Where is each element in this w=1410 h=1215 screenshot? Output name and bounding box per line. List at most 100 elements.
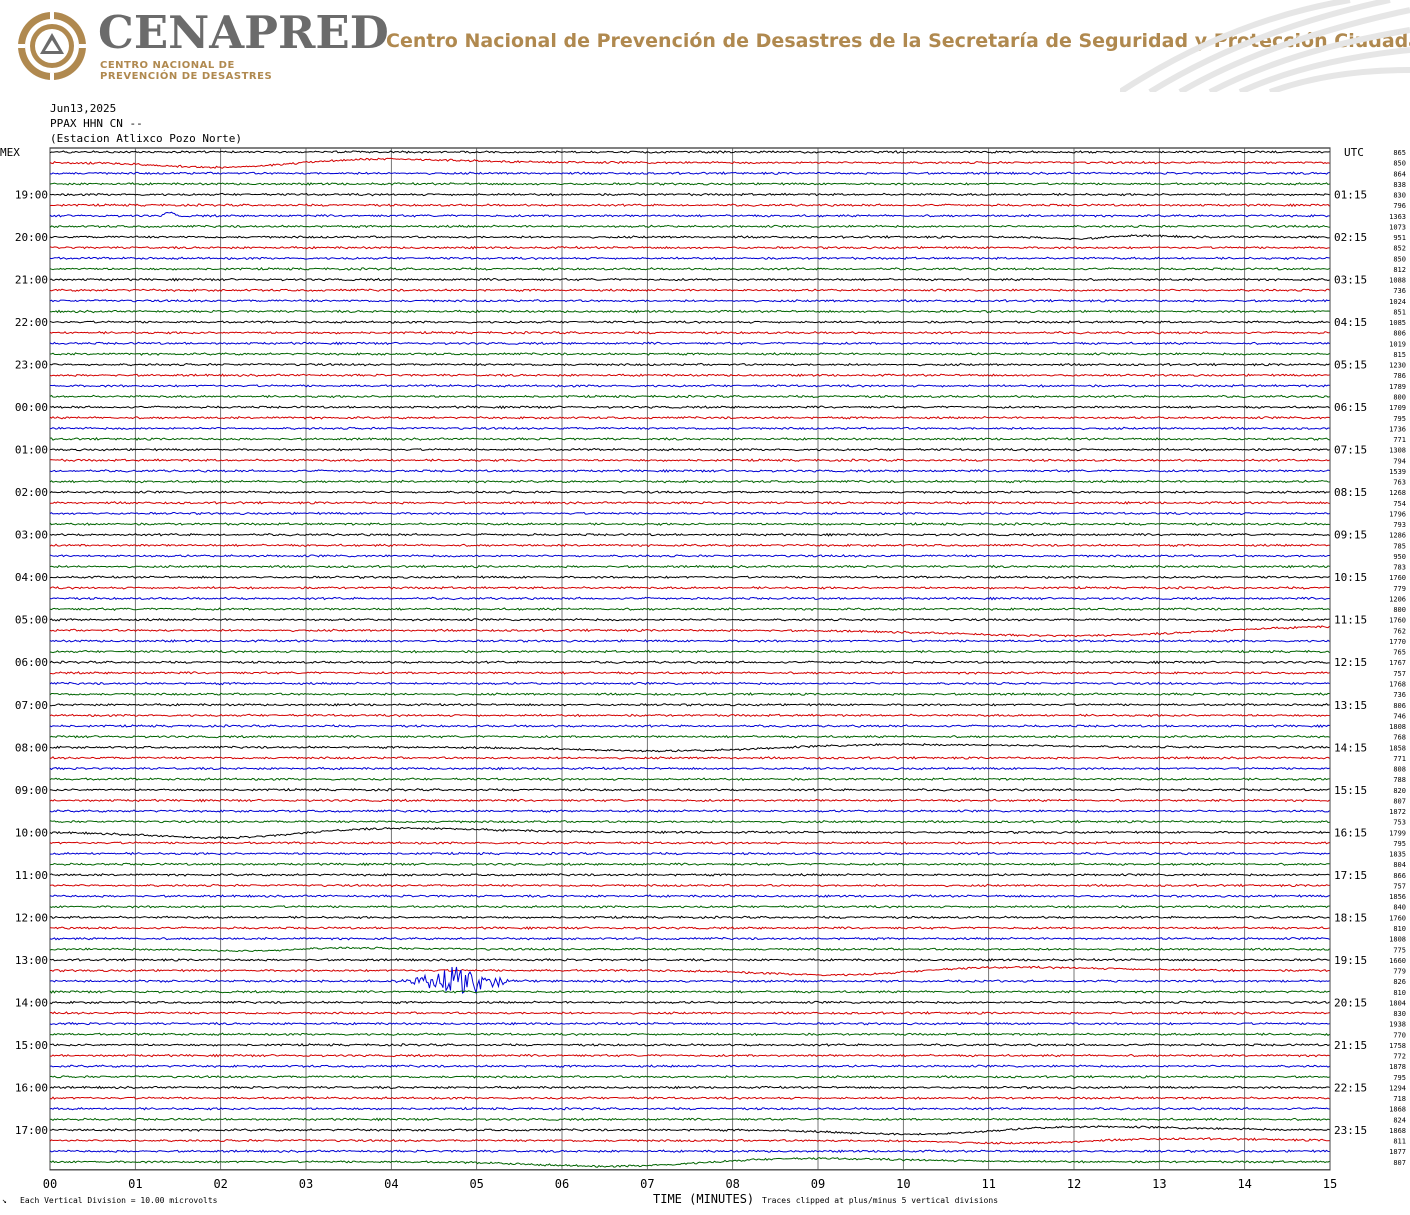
- trace-value-label: 800: [1393, 606, 1406, 614]
- trace-line: [49, 1000, 1330, 1005]
- trace-value-label: 795: [1393, 415, 1406, 423]
- right-hour-label: 18:15: [1334, 911, 1367, 924]
- trace-line: [49, 277, 1330, 282]
- decorative-pattern-icon: [1120, 0, 1410, 92]
- trace-line: [49, 211, 1330, 218]
- trace-line: [49, 256, 1330, 261]
- trace-line: [49, 671, 1330, 675]
- trace-line: [49, 1096, 1330, 1100]
- right-hour-label: 15:15: [1334, 784, 1367, 797]
- left-hour-label: 14:00: [15, 996, 48, 1009]
- left-hour-label: 23:00: [15, 359, 48, 372]
- right-hour-label: 20:15: [1334, 996, 1367, 1009]
- trace-value-label: 808: [1393, 766, 1406, 774]
- trace-line: [49, 660, 1330, 665]
- trace-line: [49, 458, 1330, 463]
- trace-value-label: 807: [1393, 797, 1406, 805]
- trace-value-label: 1736: [1389, 425, 1406, 433]
- trace-value-label: 1073: [1389, 223, 1406, 231]
- trace-value-label: 951: [1393, 234, 1406, 242]
- trace-line: [49, 1137, 1330, 1145]
- right-hour-label: 03:15: [1334, 274, 1367, 287]
- trace-value-label: 788: [1393, 776, 1406, 784]
- trace-line: [49, 957, 1330, 962]
- x-tick-label: 12: [1067, 1177, 1081, 1191]
- chart-grid: [49, 147, 1331, 1171]
- trace-value-label: 850: [1393, 160, 1406, 168]
- left-hour-label: 21:00: [15, 274, 48, 287]
- trace-line: [49, 309, 1330, 314]
- trace-line: [49, 625, 1330, 638]
- left-hour-label: 13:00: [15, 954, 48, 967]
- trace-value-label: 1767: [1389, 659, 1406, 667]
- trace-line: [49, 819, 1330, 824]
- trace-value-label: 1808: [1389, 936, 1406, 944]
- trace-line: [49, 405, 1330, 410]
- trace-value-label: 1808: [1389, 723, 1406, 731]
- trace-line: [49, 500, 1330, 505]
- trace-value-label: 1878: [1389, 1063, 1406, 1071]
- right-hour-label: 02:15: [1334, 231, 1367, 244]
- trace-value-label: 864: [1393, 170, 1406, 178]
- trace-line: [49, 564, 1330, 569]
- clip-note: Traces clipped at plus/minus 5 vertical …: [762, 1196, 999, 1205]
- trace-line: [49, 511, 1330, 516]
- trace-line: [49, 990, 1330, 994]
- trace-value-label: 800: [1393, 393, 1406, 401]
- trace-value-label: 775: [1393, 946, 1406, 954]
- left-hour-label: 05:00: [15, 614, 48, 627]
- helicorder-chart: 00 01 02 03 04 05 06 07 08 09 10 11 12 13 14 15 MEX UTC 19…: [0, 146, 1406, 1191]
- trace-value-label: 753: [1393, 819, 1406, 827]
- trace-value-label: 772: [1393, 1053, 1406, 1061]
- trace-value-label: 1770: [1389, 638, 1406, 646]
- trace-value-label: 865: [1393, 149, 1406, 157]
- right-hour-label: 14:15: [1334, 741, 1367, 754]
- trace-line: [49, 734, 1330, 739]
- trace-line: [49, 787, 1330, 792]
- trace-value-label: 1868: [1389, 1127, 1406, 1135]
- right-hour-label: 06:15: [1334, 401, 1367, 414]
- x-tick-label: 13: [1152, 1177, 1166, 1191]
- record-date: Jun13,2025: [50, 102, 117, 115]
- right-hour-label: 16:15: [1334, 826, 1367, 839]
- trace-value-label: 1835: [1389, 851, 1406, 859]
- trace-value-label: 810: [1393, 989, 1406, 997]
- trace-value-label: 1938: [1389, 1021, 1406, 1029]
- left-hour-label: 12:00: [15, 911, 48, 924]
- trace-value-label: 1856: [1389, 893, 1406, 901]
- trace-line: [49, 926, 1330, 931]
- trace-line: [49, 894, 1330, 899]
- trace-line: [49, 575, 1330, 579]
- trace-line: [49, 826, 1330, 840]
- page-header: CENAPRED CENTRO NACIONAL DE PREVENCIÓN D…: [0, 0, 1410, 92]
- left-hour-label: 11:00: [15, 869, 48, 882]
- trace-line: [49, 288, 1330, 292]
- left-hour-label: 19:00: [15, 189, 48, 202]
- right-hour-label: 19:15: [1334, 954, 1367, 967]
- trace-value-label: 1363: [1389, 213, 1406, 221]
- trace-value-label: 806: [1393, 330, 1406, 338]
- x-tick-label: 10: [896, 1177, 910, 1191]
- trace-line: [49, 1117, 1330, 1122]
- trace-line: [49, 1157, 1330, 1168]
- x-tick-label: 09: [811, 1177, 825, 1191]
- trace-line: [49, 965, 1330, 977]
- trace-line: [49, 415, 1330, 420]
- trace-value-label: 1768: [1389, 681, 1406, 689]
- trace-value-label: 840: [1393, 904, 1406, 912]
- trace-value-label: 810: [1393, 925, 1406, 933]
- trace-value-label: 795: [1393, 840, 1406, 848]
- trace-value-label: 1758: [1389, 1042, 1406, 1050]
- trace-line: [49, 320, 1330, 324]
- trace-value-label: 1660: [1389, 957, 1406, 965]
- trace-value-label: 793: [1393, 521, 1406, 529]
- vertical-division-note: Each Vertical Division = 10.00 microvolt…: [20, 1196, 218, 1205]
- trace-line: [49, 904, 1330, 909]
- trace-line: [49, 841, 1330, 845]
- brand-subtitle-line-1: CENTRO NACIONAL DE: [100, 60, 235, 71]
- trace-line: [49, 469, 1330, 473]
- left-hour-label: 03:00: [15, 529, 48, 542]
- trace-line: [49, 915, 1330, 920]
- trace-value-label: 765: [1393, 649, 1406, 657]
- trace-value-label: 757: [1393, 670, 1406, 678]
